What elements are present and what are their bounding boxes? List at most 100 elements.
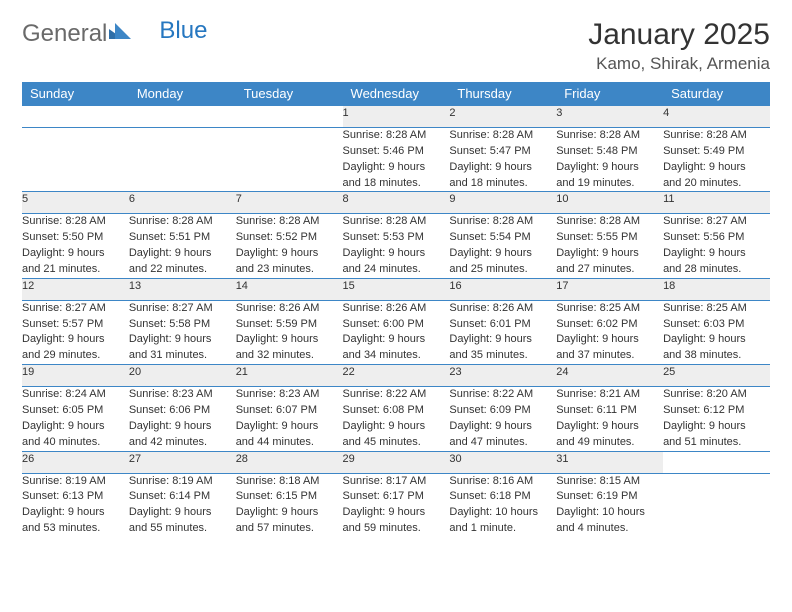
sunrise-text: Sunrise: 8:25 AM — [556, 301, 663, 316]
daylight-text-1: Daylight: 9 hours — [343, 332, 450, 347]
day-number-cell: 21 — [236, 365, 343, 387]
sunset-text: Sunset: 5:56 PM — [663, 230, 770, 245]
day-number-cell: 1 — [343, 106, 450, 128]
day-number-cell: 24 — [556, 365, 663, 387]
daylight-text-1: Daylight: 9 hours — [236, 505, 343, 520]
daylight-text-1: Daylight: 9 hours — [449, 332, 556, 347]
daylight-text-1: Daylight: 9 hours — [22, 332, 129, 347]
sunset-text: Sunset: 6:19 PM — [556, 489, 663, 504]
daylight-text-2: and 37 minutes. — [556, 348, 663, 363]
sunrise-text: Sunrise: 8:27 AM — [129, 301, 236, 316]
weekday-header: Monday — [129, 82, 236, 106]
sunset-text: Sunset: 5:51 PM — [129, 230, 236, 245]
sunset-text: Sunset: 5:53 PM — [343, 230, 450, 245]
day-number-cell: 3 — [556, 106, 663, 128]
day-number-cell: 19 — [22, 365, 129, 387]
daylight-text-2: and 32 minutes. — [236, 348, 343, 363]
sunrise-text: Sunrise: 8:27 AM — [22, 301, 129, 316]
daylight-text-1: Daylight: 9 hours — [556, 419, 663, 434]
sunrise-text: Sunrise: 8:28 AM — [556, 214, 663, 229]
sunrise-text: Sunrise: 8:28 AM — [236, 214, 343, 229]
day-number-cell: 6 — [129, 192, 236, 214]
day-detail-cell: Sunrise: 8:15 AMSunset: 6:19 PMDaylight:… — [556, 473, 663, 537]
day-detail-cell — [22, 128, 129, 192]
sunrise-text: Sunrise: 8:26 AM — [343, 301, 450, 316]
weekday-header: Tuesday — [236, 82, 343, 106]
day-detail-cell: Sunrise: 8:28 AMSunset: 5:52 PMDaylight:… — [236, 214, 343, 278]
day-detail-cell: Sunrise: 8:24 AMSunset: 6:05 PMDaylight:… — [22, 387, 129, 451]
day-number-cell: 31 — [556, 451, 663, 473]
weekday-header: Thursday — [449, 82, 556, 106]
day-detail-cell: Sunrise: 8:27 AMSunset: 5:58 PMDaylight:… — [129, 300, 236, 364]
weekday-header: Sunday — [22, 82, 129, 106]
day-number-cell: 25 — [663, 365, 770, 387]
daylight-text-2: and 18 minutes. — [449, 176, 556, 191]
sunset-text: Sunset: 5:50 PM — [22, 230, 129, 245]
day-number-row: 567891011 — [22, 192, 770, 214]
location-text: Kamo, Shirak, Armenia — [588, 54, 770, 74]
day-detail-row: Sunrise: 8:28 AMSunset: 5:50 PMDaylight:… — [22, 214, 770, 278]
daylight-text-2: and 25 minutes. — [449, 262, 556, 277]
sunset-text: Sunset: 6:18 PM — [449, 489, 556, 504]
daylight-text-2: and 55 minutes. — [129, 521, 236, 536]
day-detail-cell: Sunrise: 8:22 AMSunset: 6:08 PMDaylight:… — [343, 387, 450, 451]
sunrise-text: Sunrise: 8:17 AM — [343, 474, 450, 489]
daylight-text-1: Daylight: 9 hours — [22, 246, 129, 261]
weekday-header: Wednesday — [343, 82, 450, 106]
daylight-text-2: and 40 minutes. — [22, 435, 129, 450]
daylight-text-2: and 47 minutes. — [449, 435, 556, 450]
sunrise-text: Sunrise: 8:24 AM — [22, 387, 129, 402]
sunset-text: Sunset: 5:55 PM — [556, 230, 663, 245]
day-number-cell: 16 — [449, 278, 556, 300]
sunset-text: Sunset: 5:57 PM — [22, 317, 129, 332]
sunrise-text: Sunrise: 8:23 AM — [236, 387, 343, 402]
weekday-header: Friday — [556, 82, 663, 106]
sunset-text: Sunset: 6:17 PM — [343, 489, 450, 504]
sunrise-text: Sunrise: 8:22 AM — [449, 387, 556, 402]
page-header: General Blue January 2025 Kamo, Shirak, … — [22, 18, 770, 74]
day-number-cell — [663, 451, 770, 473]
day-number-cell: 11 — [663, 192, 770, 214]
day-number-cell: 23 — [449, 365, 556, 387]
day-number-cell: 22 — [343, 365, 450, 387]
sunset-text: Sunset: 5:52 PM — [236, 230, 343, 245]
sunset-text: Sunset: 6:15 PM — [236, 489, 343, 504]
daylight-text-1: Daylight: 9 hours — [663, 419, 770, 434]
sunrise-text: Sunrise: 8:28 AM — [449, 214, 556, 229]
daylight-text-1: Daylight: 9 hours — [556, 332, 663, 347]
daylight-text-1: Daylight: 9 hours — [236, 332, 343, 347]
sunset-text: Sunset: 5:54 PM — [449, 230, 556, 245]
sunrise-text: Sunrise: 8:23 AM — [129, 387, 236, 402]
daylight-text-2: and 24 minutes. — [343, 262, 450, 277]
day-number-cell: 20 — [129, 365, 236, 387]
sunset-text: Sunset: 6:14 PM — [129, 489, 236, 504]
daylight-text-2: and 53 minutes. — [22, 521, 129, 536]
sunset-text: Sunset: 5:59 PM — [236, 317, 343, 332]
day-detail-cell — [663, 473, 770, 537]
day-detail-cell: Sunrise: 8:27 AMSunset: 5:57 PMDaylight:… — [22, 300, 129, 364]
sunrise-text: Sunrise: 8:28 AM — [663, 128, 770, 143]
day-number-cell: 26 — [22, 451, 129, 473]
sunset-text: Sunset: 5:58 PM — [129, 317, 236, 332]
day-detail-cell: Sunrise: 8:16 AMSunset: 6:18 PMDaylight:… — [449, 473, 556, 537]
daylight-text-2: and 57 minutes. — [236, 521, 343, 536]
daylight-text-2: and 29 minutes. — [22, 348, 129, 363]
day-detail-cell: Sunrise: 8:28 AMSunset: 5:50 PMDaylight:… — [22, 214, 129, 278]
day-number-cell: 9 — [449, 192, 556, 214]
day-number-cell: 4 — [663, 106, 770, 128]
day-number-cell: 28 — [236, 451, 343, 473]
daylight-text-1: Daylight: 9 hours — [22, 505, 129, 520]
sunset-text: Sunset: 6:12 PM — [663, 403, 770, 418]
day-detail-cell: Sunrise: 8:26 AMSunset: 6:00 PMDaylight:… — [343, 300, 450, 364]
daylight-text-2: and 49 minutes. — [556, 435, 663, 450]
daylight-text-2: and 35 minutes. — [449, 348, 556, 363]
sunrise-text: Sunrise: 8:19 AM — [22, 474, 129, 489]
sunrise-text: Sunrise: 8:27 AM — [663, 214, 770, 229]
calendar-table: Sunday Monday Tuesday Wednesday Thursday… — [22, 82, 770, 537]
sunrise-text: Sunrise: 8:26 AM — [236, 301, 343, 316]
day-number-cell: 5 — [22, 192, 129, 214]
daylight-text-1: Daylight: 9 hours — [343, 160, 450, 175]
sunset-text: Sunset: 5:48 PM — [556, 144, 663, 159]
day-detail-cell: Sunrise: 8:26 AMSunset: 6:01 PMDaylight:… — [449, 300, 556, 364]
daylight-text-1: Daylight: 9 hours — [449, 246, 556, 261]
